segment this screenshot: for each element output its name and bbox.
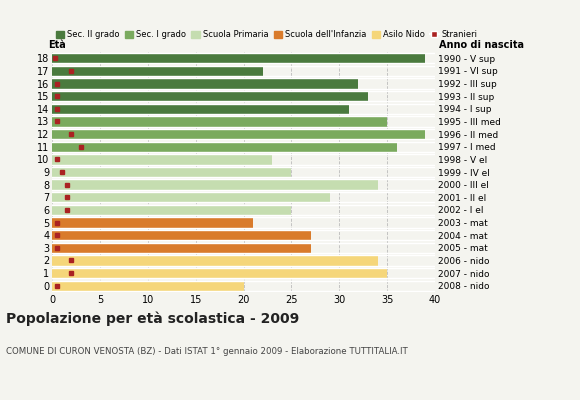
Bar (52, 192, 329, 202)
Bar (52, 255, 378, 266)
Bar (52, 142, 397, 152)
Bar (52, 280, 244, 291)
Bar (52, 91, 368, 101)
Bar (52, 217, 253, 228)
Legend: Sec. II grado, Sec. I grado, Scuola Primaria, Scuola dell'Infanzia, Asilo Nido, : Sec. II grado, Sec. I grado, Scuola Prim… (52, 27, 481, 42)
Bar (52, 154, 273, 164)
Bar (52, 230, 311, 240)
Bar (52, 243, 311, 253)
Bar (52, 180, 378, 190)
Text: Età: Età (48, 40, 66, 50)
Bar (52, 167, 291, 177)
Bar (52, 205, 291, 215)
Bar (52, 53, 426, 64)
Bar (52, 78, 358, 89)
Bar (52, 129, 426, 139)
Text: Popolazione per età scolastica - 2009: Popolazione per età scolastica - 2009 (6, 312, 299, 326)
Bar (52, 116, 387, 127)
Bar (52, 66, 263, 76)
Text: Anno di nascita: Anno di nascita (439, 40, 524, 50)
Bar (52, 268, 387, 278)
Bar (52, 104, 349, 114)
Text: COMUNE DI CURON VENOSTA (BZ) - Dati ISTAT 1° gennaio 2009 - Elaborazione TUTTITA: COMUNE DI CURON VENOSTA (BZ) - Dati ISTA… (6, 347, 408, 356)
